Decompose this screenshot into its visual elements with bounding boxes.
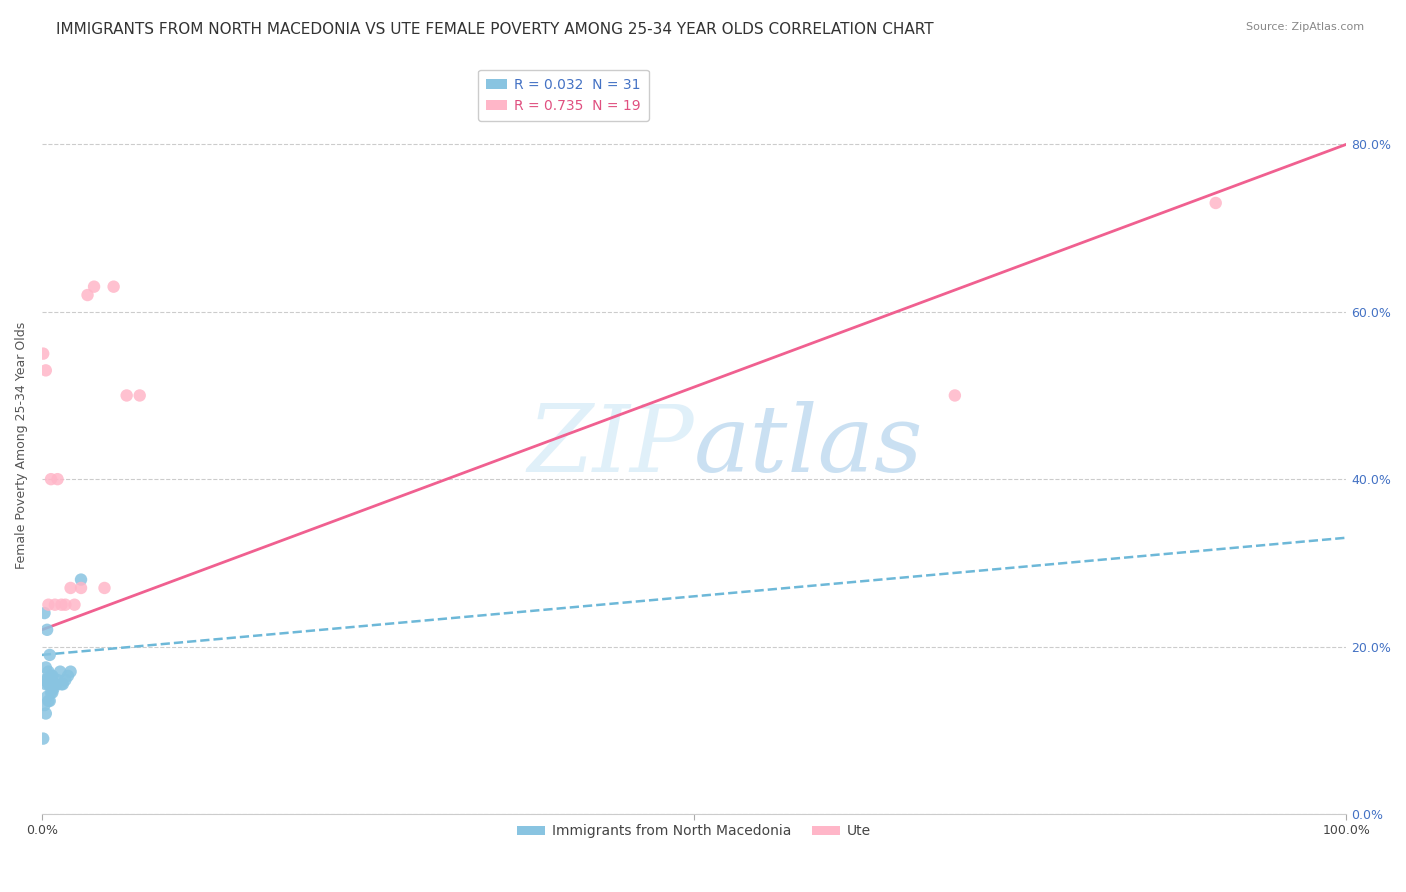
Point — [32, 346, 55, 360]
Point — [46, 472, 69, 486]
Point — [34, 606, 56, 620]
Point — [37, 694, 59, 708]
Y-axis label: Female Poverty Among 25-34 Year Olds: Female Poverty Among 25-34 Year Olds — [15, 322, 28, 569]
Point — [46, 673, 69, 687]
Point — [49, 665, 72, 679]
Point — [39, 685, 62, 699]
Point — [56, 669, 79, 683]
Point — [70, 581, 93, 595]
Point — [93, 581, 115, 595]
Point — [38, 648, 60, 662]
Point — [35, 363, 58, 377]
Point — [38, 677, 60, 691]
Point — [51, 677, 73, 691]
Point — [83, 279, 105, 293]
Point — [37, 690, 59, 704]
Point — [70, 573, 93, 587]
Point — [53, 598, 76, 612]
Point — [76, 288, 98, 302]
Point — [37, 598, 59, 612]
Point — [44, 598, 66, 612]
Point — [128, 388, 150, 402]
Point — [41, 685, 63, 699]
Point — [103, 279, 125, 293]
Point — [59, 581, 82, 595]
Point — [35, 706, 58, 721]
Point — [37, 673, 59, 687]
Text: atlas: atlas — [695, 401, 924, 491]
Point — [45, 677, 67, 691]
Point — [32, 731, 55, 746]
Point — [42, 681, 65, 696]
Point — [63, 598, 86, 612]
Point — [37, 623, 59, 637]
Point — [35, 677, 58, 691]
Text: IMMIGRANTS FROM NORTH MACEDONIA VS UTE FEMALE POVERTY AMONG 25-34 YEAR OLDS CORR: IMMIGRANTS FROM NORTH MACEDONIA VS UTE F… — [56, 22, 934, 37]
Text: ZIP: ZIP — [527, 401, 695, 491]
Point — [38, 694, 60, 708]
Point — [943, 388, 966, 402]
Point — [39, 472, 62, 486]
Point — [39, 669, 62, 683]
Point — [52, 677, 75, 691]
Point — [41, 669, 63, 683]
Point — [1205, 196, 1227, 211]
Point — [44, 677, 66, 691]
Legend: Immigrants from North Macedonia, Ute: Immigrants from North Macedonia, Ute — [512, 819, 876, 844]
Point — [37, 665, 59, 679]
Point — [59, 665, 82, 679]
Point — [34, 698, 56, 712]
Point — [34, 673, 56, 687]
Point — [53, 673, 76, 687]
Point — [51, 598, 73, 612]
Text: Source: ZipAtlas.com: Source: ZipAtlas.com — [1246, 22, 1364, 32]
Point — [37, 677, 59, 691]
Point — [35, 660, 58, 674]
Point — [115, 388, 138, 402]
